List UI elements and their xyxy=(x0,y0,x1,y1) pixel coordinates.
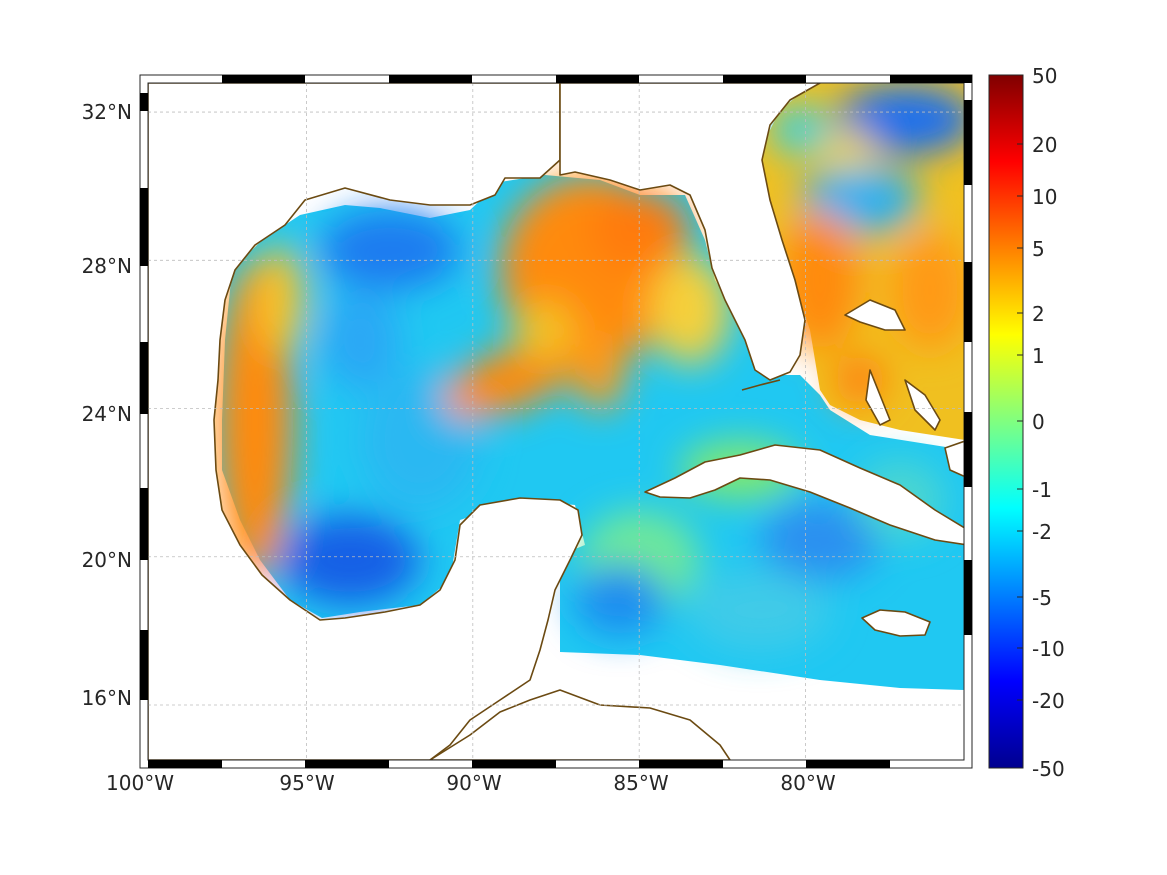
north-america-land xyxy=(148,83,583,760)
lat-tick-label: 28°N xyxy=(82,254,132,278)
colorbar-tick-label: 0 xyxy=(1032,410,1045,434)
jamaica-land xyxy=(861,609,931,637)
lon-tick-label: 85°W xyxy=(613,771,668,795)
lat-tick-label: 16°N xyxy=(82,686,132,710)
lon-tick-label: 100°W xyxy=(106,771,174,795)
colorbar-tick-label: 20 xyxy=(1032,133,1057,157)
latitude-tick-labels: 32°N 28°N 24°N 20°N 16°N xyxy=(82,100,132,710)
central-america-land xyxy=(429,689,731,760)
ocean-data-field xyxy=(217,83,964,690)
florida-keys xyxy=(741,379,781,391)
map-frame xyxy=(139,74,973,769)
atlantic-field xyxy=(760,83,964,440)
hispaniola-land xyxy=(944,440,964,478)
colorbar-tick-label: 2 xyxy=(1032,302,1045,326)
florida-land xyxy=(559,83,821,381)
lon-tick-label: 90°W xyxy=(446,771,501,795)
longitude-tick-labels: 100°W 95°W 90°W 85°W 80°W xyxy=(106,771,836,795)
colorbar-tick-label: -5 xyxy=(1032,586,1052,610)
gulf-field xyxy=(217,175,964,690)
cuba-land xyxy=(644,444,964,546)
lon-tick-label: 80°W xyxy=(780,771,835,795)
lat-tick-label: 20°N xyxy=(82,548,132,572)
colorbar-tick-label: -20 xyxy=(1032,689,1065,713)
colorbar-tick-label: -50 xyxy=(1032,757,1065,781)
colorbar-tick-label: -2 xyxy=(1032,520,1052,544)
map-gridlines xyxy=(148,83,964,760)
lon-tick-label: 95°W xyxy=(279,771,334,795)
colorbar-tick-label: 1 xyxy=(1032,344,1045,368)
lat-tick-label: 24°N xyxy=(82,402,132,426)
coastlines xyxy=(148,83,964,760)
colorbar-tick-label: -1 xyxy=(1032,478,1052,502)
colorbar-tick-label: 5 xyxy=(1032,237,1045,261)
lat-tick-label: 32°N xyxy=(82,100,132,124)
colorbar-tick-label: 50 xyxy=(1032,64,1057,88)
colorbar-tick-label: 10 xyxy=(1032,185,1057,209)
bahamas-islands xyxy=(844,299,941,431)
colorbar-tick-label: -10 xyxy=(1032,637,1065,661)
